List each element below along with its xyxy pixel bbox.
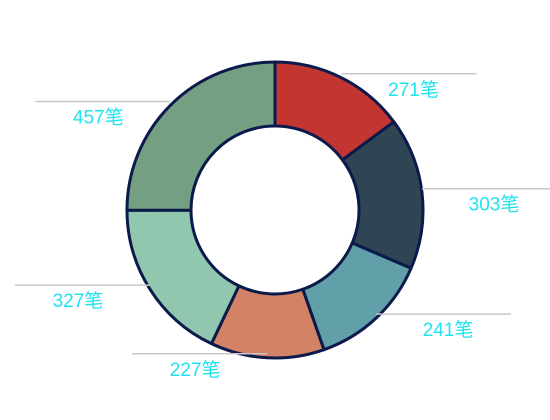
data-label: 271笔	[388, 79, 439, 101]
data-label: 327笔	[53, 290, 104, 312]
data-label: 303笔	[469, 194, 520, 216]
donut-segment	[125, 208, 241, 346]
data-label: 227笔	[170, 359, 221, 381]
data-label: 457笔	[73, 106, 124, 128]
data-label: 241笔	[423, 319, 474, 341]
donut-segment	[125, 60, 277, 212]
